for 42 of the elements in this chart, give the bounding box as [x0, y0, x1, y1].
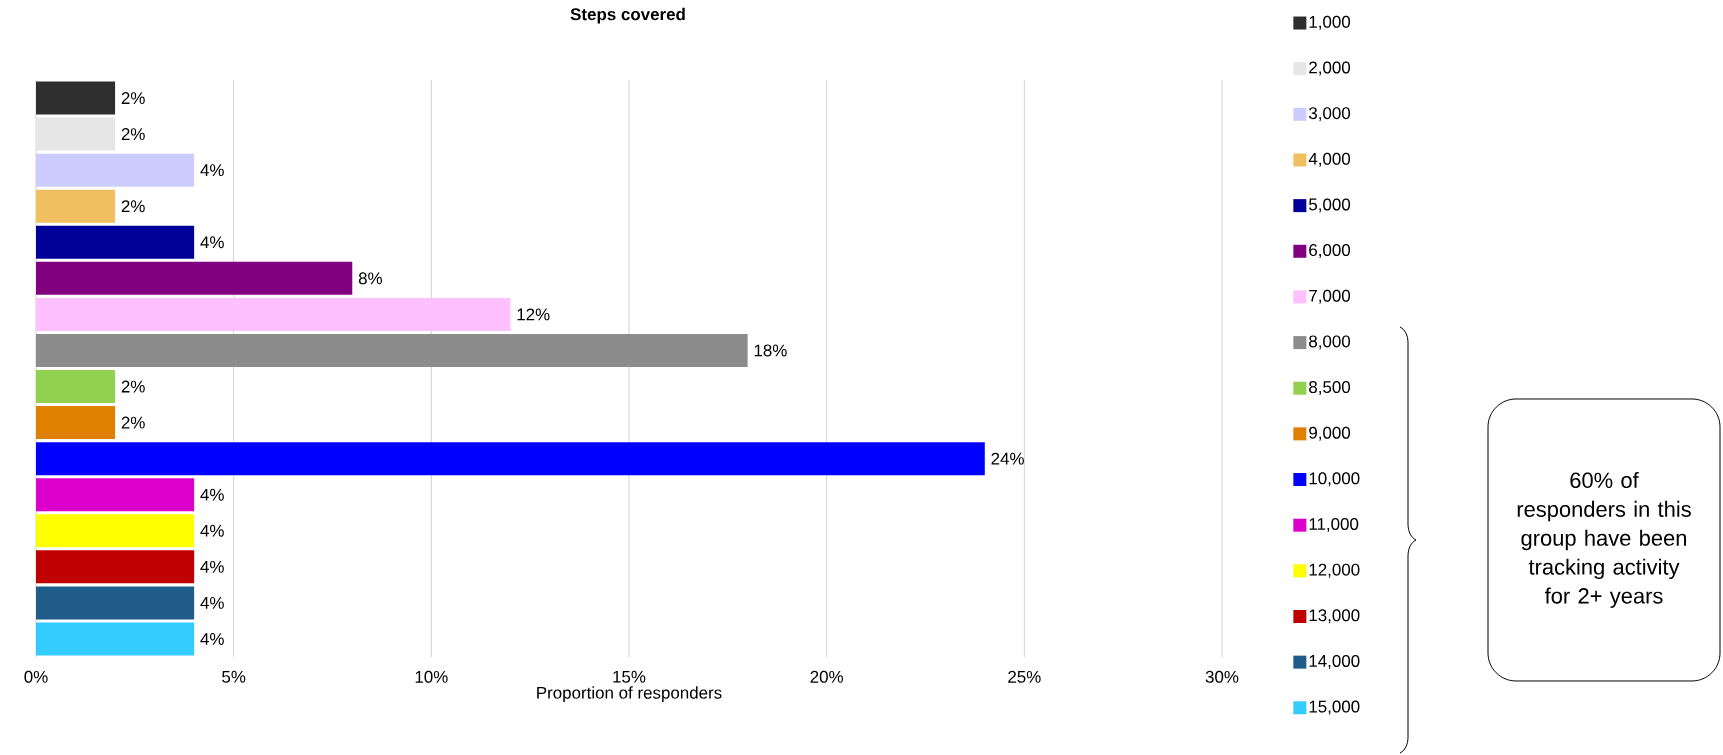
- x-tick-label: 20%: [810, 670, 843, 683]
- legend-label: 10,000: [1309, 472, 1360, 487]
- legend-label: 8,000: [1309, 335, 1351, 350]
- legend-label: 6,000: [1309, 244, 1351, 259]
- legend-label: 1,000: [1309, 15, 1351, 30]
- data-label: 2%: [121, 380, 145, 393]
- legend-label: 3,000: [1308, 107, 1351, 122]
- data-label: 2%: [121, 416, 145, 429]
- legend-label: 5,000: [1309, 198, 1351, 213]
- x-tick-label: 15%: [613, 670, 646, 683]
- data-label: 4%: [200, 236, 224, 249]
- data-label: 4%: [200, 524, 224, 537]
- legend-label: 12,000: [1309, 563, 1360, 578]
- legend-label: 8,500: [1309, 381, 1351, 396]
- data-label: 4%: [200, 596, 224, 609]
- legend-label: 7,000: [1309, 289, 1351, 304]
- data-label: 18%: [754, 344, 787, 357]
- x-tick-label: 30%: [1205, 670, 1239, 683]
- data-label: 2%: [121, 128, 145, 141]
- legend-label: 9,000: [1309, 426, 1351, 441]
- data-label: 4%: [200, 560, 224, 573]
- x-axis-title: Proportion of responders: [537, 686, 722, 703]
- data-label: 12%: [517, 308, 550, 321]
- data-label: 2%: [121, 200, 145, 213]
- data-label: 2%: [121, 92, 145, 104]
- data-label: 8%: [358, 272, 382, 285]
- legend-label: 4,000: [1308, 152, 1351, 167]
- data-label: 24%: [991, 452, 1024, 465]
- text: 60% of responders in this group have been tracking activity for 2+ years: [1517, 472, 1691, 608]
- x-tick-label: 0%: [24, 670, 48, 683]
- chart-title: Steps covered: [570, 7, 685, 24]
- legend-label: 2,000: [1309, 61, 1351, 76]
- data-label: 4%: [200, 164, 224, 177]
- data-label: 4%: [200, 488, 224, 501]
- legend-label: 11,000: [1309, 517, 1359, 532]
- legend-label: 14,000: [1309, 654, 1360, 669]
- x-tick-label: 5%: [222, 670, 246, 683]
- legend-label: 15,000: [1309, 700, 1360, 715]
- x-tick-label: 25%: [1008, 670, 1041, 683]
- x-tick-label: 10%: [415, 670, 448, 683]
- data-label: 4%: [200, 633, 224, 645]
- legend-label: 13,000: [1309, 609, 1360, 624]
